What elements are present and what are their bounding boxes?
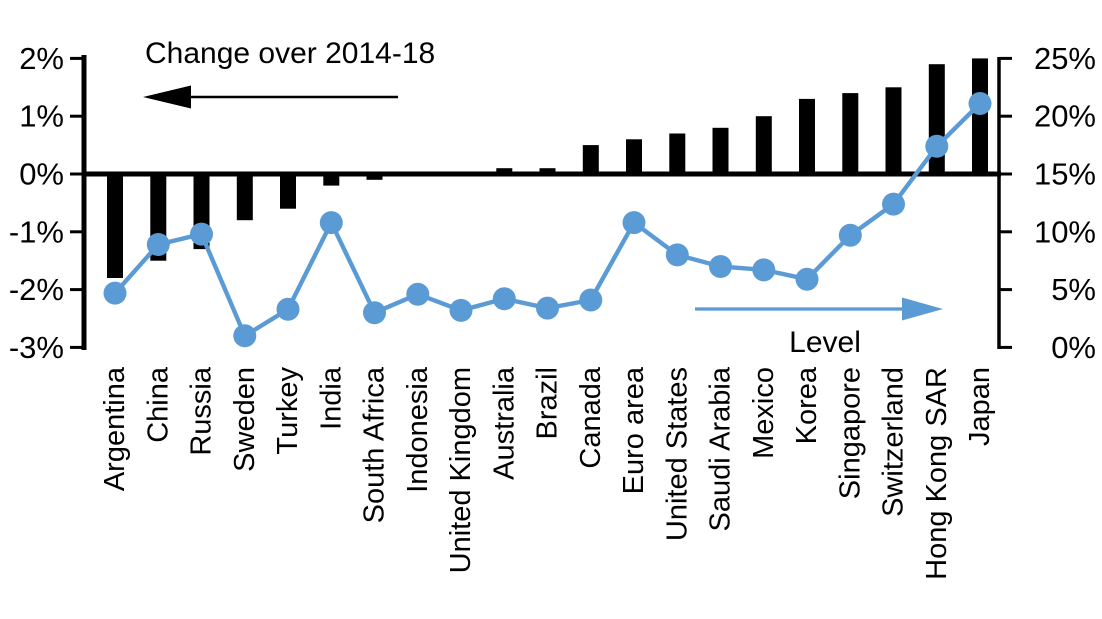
category-label-turkey: Turkey bbox=[272, 367, 304, 455]
category-label-singapore: Singapore bbox=[834, 367, 866, 499]
left-axis-tick-label: 0% bbox=[19, 157, 64, 192]
marker-argentina bbox=[103, 281, 127, 305]
marker-indonesia bbox=[406, 282, 430, 306]
marker-hong-kong-sar bbox=[925, 134, 949, 158]
left-arrow-head bbox=[143, 85, 191, 109]
category-label-mexico: Mexico bbox=[748, 367, 780, 459]
bar-saudi-arabia bbox=[712, 127, 729, 174]
marker-canada bbox=[579, 288, 603, 312]
category-label-canada: Canada bbox=[575, 366, 607, 468]
marker-russia bbox=[190, 222, 213, 246]
category-label-sweden: Sweden bbox=[229, 367, 261, 472]
bar-korea bbox=[799, 98, 815, 174]
line-markers-layer bbox=[103, 92, 992, 348]
category-label-india: India bbox=[315, 366, 347, 430]
right-axis-tick-label: 5% bbox=[1051, 272, 1096, 307]
bar-singapore bbox=[842, 93, 859, 174]
bar-sweden bbox=[236, 174, 253, 221]
category-label-japan: Japan bbox=[964, 367, 996, 446]
right-axis-ticks-layer: 25% 20% 15% 10% 5% 0% bbox=[999, 41, 1096, 365]
marker-switzerland bbox=[882, 192, 905, 216]
category-label-australia: Australia bbox=[488, 366, 520, 480]
left-axis-tick-label: -3% bbox=[9, 330, 64, 365]
right-arrow bbox=[695, 297, 943, 321]
category-label-brazil: Brazil bbox=[532, 367, 564, 440]
marker-india bbox=[319, 211, 343, 235]
marker-mexico bbox=[752, 258, 776, 282]
category-label-euro-area: Euro area bbox=[618, 366, 650, 494]
bar-turkey bbox=[280, 174, 296, 209]
category-label-korea: Korea bbox=[791, 366, 823, 444]
category-label-argentina: Argentina bbox=[99, 366, 131, 491]
marker-united-states bbox=[665, 243, 689, 267]
marker-sweden bbox=[233, 324, 257, 348]
marker-united-kingdom bbox=[449, 298, 473, 322]
category-labels-layer: Argentina China Russia Sweden Turkey India Sou… bbox=[99, 366, 996, 580]
bar-japan bbox=[972, 58, 988, 174]
category-label-south-africa: South Africa bbox=[359, 366, 391, 523]
marker-japan bbox=[968, 92, 992, 115]
marker-singapore bbox=[838, 223, 862, 247]
left-axis-tick-label: -2% bbox=[9, 272, 64, 307]
marker-saudi-arabia bbox=[709, 255, 732, 278]
right-axis-tick-label: 25% bbox=[1034, 41, 1096, 76]
left-axis-tick-label: -1% bbox=[9, 214, 64, 249]
bar-switzerland bbox=[885, 87, 902, 174]
bar-argentina bbox=[107, 174, 123, 278]
bar-brazil bbox=[539, 168, 556, 174]
marker-euro-area bbox=[622, 211, 646, 235]
marker-south-africa bbox=[363, 301, 386, 325]
category-label-russia: Russia bbox=[186, 366, 218, 456]
left-axis-tick-label: 2% bbox=[19, 41, 64, 76]
right-axis-tick-label: 0% bbox=[1051, 330, 1096, 365]
bar-south-africa bbox=[366, 174, 383, 180]
marker-korea bbox=[795, 267, 819, 291]
right-arrow-head bbox=[902, 297, 943, 321]
marker-brazil bbox=[536, 296, 559, 320]
category-label-indonesia: Indonesia bbox=[402, 366, 434, 493]
left-axis-tick-label: 1% bbox=[19, 99, 64, 134]
category-label-saudi-arabia: Saudi Arabia bbox=[705, 366, 737, 531]
right-axis-tick-label: 15% bbox=[1034, 157, 1096, 192]
bar-euro-area bbox=[626, 139, 642, 174]
category-label-hong-kong-sar: Hong Kong SAR bbox=[921, 367, 953, 580]
right-axis-tick-label: 20% bbox=[1034, 99, 1096, 134]
right-axis-tick-label: 10% bbox=[1034, 214, 1096, 249]
line-series-annotation-label: Level bbox=[789, 326, 861, 359]
category-label-united-kingdom: United Kingdom bbox=[445, 367, 477, 573]
category-label-switzerland: Switzerland bbox=[878, 367, 910, 517]
bar-series-annotation-label: Change over 2014-18 bbox=[145, 37, 435, 70]
bar-australia bbox=[496, 168, 513, 174]
marker-turkey bbox=[276, 297, 300, 321]
left-arrow bbox=[143, 85, 398, 109]
bar-mexico bbox=[755, 116, 772, 174]
marker-china bbox=[146, 233, 170, 256]
left-axis-ticks-layer: 2% 1% 0% -1% -2% -3% bbox=[9, 41, 84, 365]
bar-united-states bbox=[669, 133, 686, 174]
bar-canada bbox=[582, 145, 599, 174]
category-label-united-states: United States bbox=[661, 367, 693, 541]
bar-india bbox=[323, 174, 340, 186]
category-label-china: China bbox=[142, 366, 174, 443]
marker-australia bbox=[492, 287, 516, 311]
